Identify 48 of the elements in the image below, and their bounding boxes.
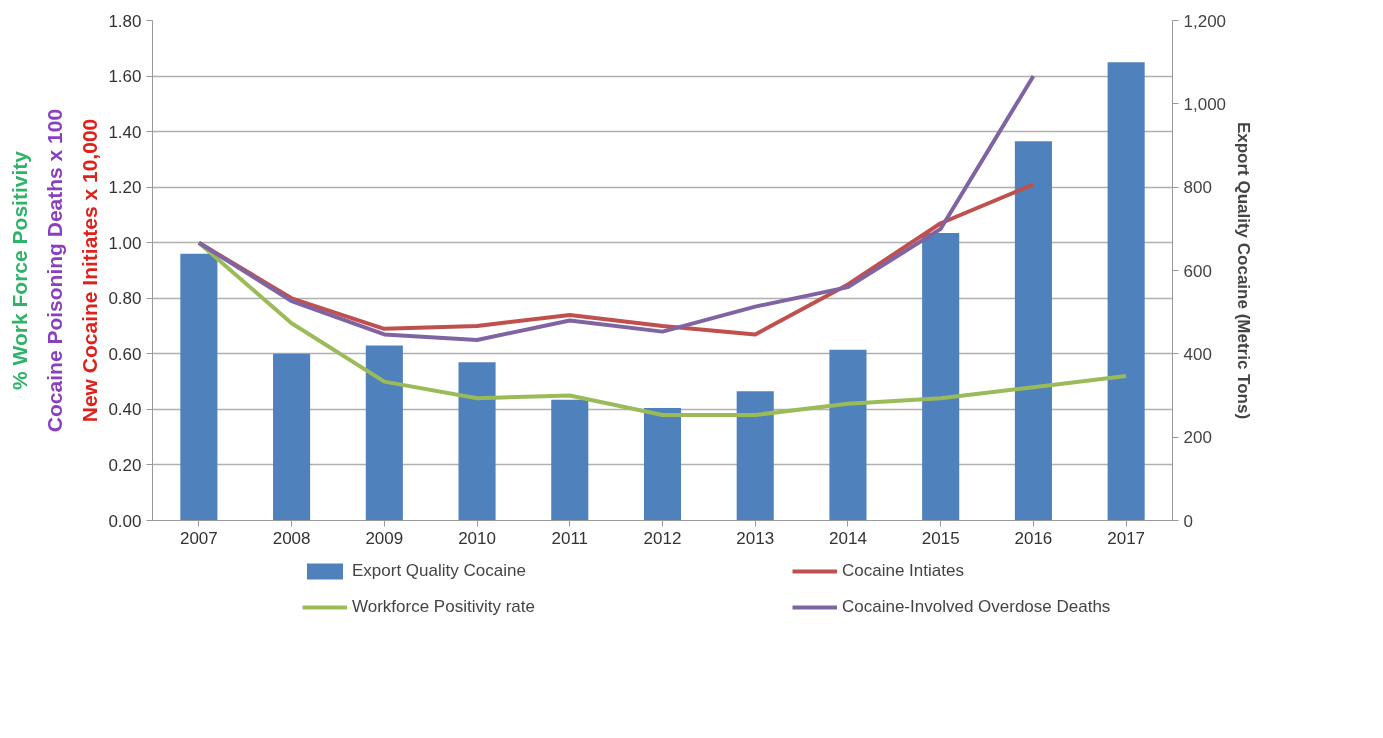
x-tick-label: 2008 bbox=[272, 528, 311, 548]
y-tick-label: 0.60 bbox=[108, 344, 142, 364]
x-tick-label: 2015 bbox=[921, 528, 960, 548]
x-tick-label: 2011 bbox=[551, 528, 589, 548]
bar bbox=[736, 391, 774, 521]
x-tick-label: 2010 bbox=[458, 528, 496, 548]
bar bbox=[643, 408, 682, 521]
y-tick-label: 1.20 bbox=[108, 178, 142, 198]
y2-tick-label: 0 bbox=[1183, 511, 1193, 531]
y-tick-label: 0.00 bbox=[108, 511, 142, 531]
y2-tick-label: 800 bbox=[1183, 178, 1212, 198]
text: New Cocaine Initiates x 10,000 bbox=[77, 118, 101, 423]
x-tick-label: 2013 bbox=[736, 528, 775, 548]
line-series bbox=[196, 74, 1036, 342]
bar bbox=[180, 253, 218, 521]
x-tick-label: 2009 bbox=[365, 528, 404, 548]
y-tick-label: 1.60 bbox=[108, 67, 142, 87]
bar bbox=[829, 349, 867, 521]
y-tick-label: 0.20 bbox=[108, 455, 142, 475]
bar bbox=[1107, 62, 1145, 521]
legend-label: Cocaine Intiates bbox=[842, 561, 965, 581]
legend-label: Workforce Positivity rate bbox=[352, 597, 536, 617]
bar bbox=[551, 399, 589, 521]
bar bbox=[273, 353, 311, 521]
y2-tick-label: 1,200 bbox=[1183, 11, 1227, 31]
x-tick-label: 2012 bbox=[643, 528, 682, 548]
y-tick-label: 1.00 bbox=[108, 233, 142, 253]
y-tick-label: 0.40 bbox=[108, 400, 142, 420]
legend-label: Cocaine-Involved Overdose Deaths bbox=[842, 597, 1112, 617]
x-tick-label: 2017 bbox=[1107, 528, 1146, 548]
bar bbox=[922, 233, 960, 521]
y2-tick-label: 1,000 bbox=[1183, 94, 1227, 114]
y2-tick-label: 400 bbox=[1183, 344, 1212, 364]
y-tick-label: 1.40 bbox=[108, 122, 142, 142]
x-tick-label: 2007 bbox=[179, 528, 218, 548]
y2-tick-label: 600 bbox=[1183, 261, 1212, 281]
x-tick-label: 2016 bbox=[1014, 528, 1053, 548]
bar bbox=[365, 345, 403, 521]
text: % Work Force Positivity bbox=[7, 151, 31, 390]
x-tick-label: 2014 bbox=[829, 528, 867, 548]
bar bbox=[1014, 141, 1052, 521]
y2-tick-label: 200 bbox=[1183, 428, 1212, 448]
legend-label: Export Quality Cocaine bbox=[352, 561, 527, 581]
text: Cocaine Poisoning Deaths x 100 bbox=[42, 108, 66, 433]
y-tick-label: 0.80 bbox=[108, 289, 142, 309]
bar bbox=[458, 362, 496, 521]
y-tick-label: 1.80 bbox=[108, 11, 142, 31]
y2-axis-title: Export Quality Cocaine (Metric Tons) bbox=[1234, 121, 1254, 420]
